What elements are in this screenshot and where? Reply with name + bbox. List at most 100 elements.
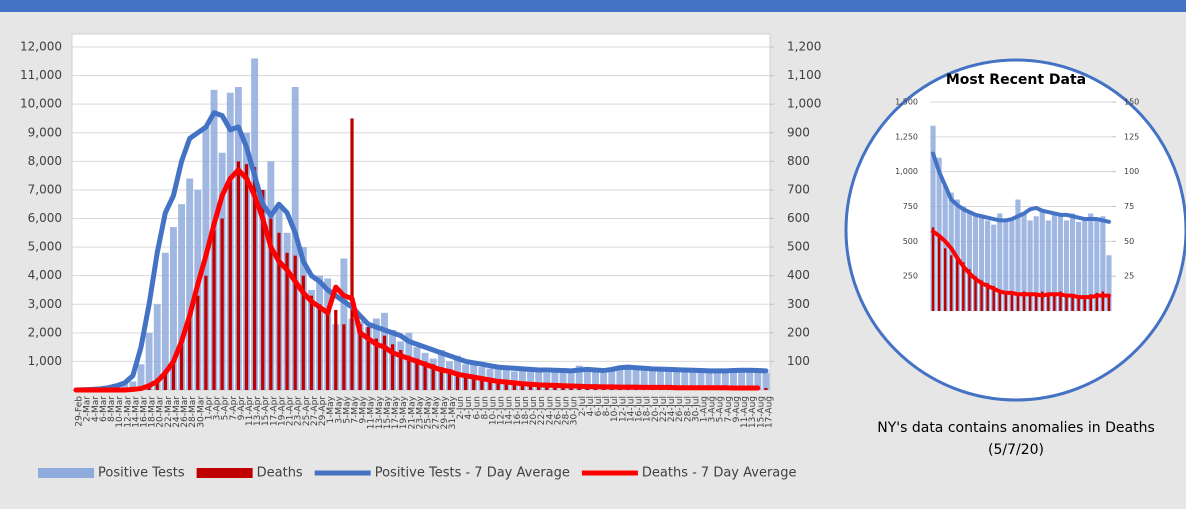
y-tick-label: 1,500: [895, 98, 918, 107]
bar: [504, 381, 508, 390]
bar: [415, 358, 419, 390]
x-tick-label: 3-Aug: [708, 396, 718, 422]
bar: [738, 371, 746, 390]
x-tick-label: 8-Mar: [107, 396, 117, 422]
x-tick-label: 6-Jun: [472, 396, 482, 420]
y-tick-label: 2,000: [28, 325, 62, 339]
x-tick-label: 24-Jul: [667, 396, 677, 422]
x-tick-label: 16-Jun: [513, 396, 523, 425]
bar: [1065, 294, 1068, 311]
x-tick-label: 26-Jul: [675, 396, 685, 422]
bar: [575, 365, 583, 390]
bar: [985, 220, 991, 311]
x-tick-label: 8-Jul: [602, 396, 612, 416]
x-tick-label: 7-May: [351, 395, 361, 423]
x-tick-label: 18-Jul: [643, 396, 653, 422]
y2-tick-label: 300: [787, 297, 810, 311]
bar: [559, 369, 567, 390]
bar: [137, 364, 145, 390]
bar: [1101, 291, 1105, 311]
x-tick-label: 20-Mar: [156, 396, 166, 428]
x-tick-label: 13-Aug: [748, 396, 758, 428]
x-tick-label: 25-Apr: [302, 396, 312, 426]
line: [931, 229, 1111, 300]
bar: [334, 309, 338, 390]
bar: [204, 275, 208, 390]
bar: [1027, 220, 1033, 311]
x-tick-label: 4-Jul: [586, 396, 596, 416]
y2-tick-label: 125: [1124, 132, 1139, 141]
bar: [407, 355, 411, 390]
bar: [592, 371, 599, 390]
x-tick-label: 30-Jun: [570, 396, 580, 425]
x-tick-label: 9-May: [359, 395, 369, 423]
bar: [764, 387, 768, 390]
x-tick-label: 4-Mar: [91, 396, 101, 422]
bar: [997, 213, 1003, 311]
bar: [962, 262, 965, 311]
x-tick-label: 17-Apr: [269, 396, 279, 426]
line: [931, 151, 1111, 224]
x-tick-label: 18-Jun: [521, 396, 531, 425]
x-tick-label: 23-May: [415, 395, 425, 429]
bar: [535, 369, 543, 390]
bar: [423, 361, 427, 390]
x-tick-label: 9-Apr: [237, 396, 247, 421]
legend-label: Deaths: [257, 466, 303, 481]
y-tick-label: 10,000: [20, 97, 62, 111]
line: [73, 167, 761, 393]
y2-tick-label: 100: [1124, 167, 1139, 176]
bar: [1100, 216, 1106, 311]
bar: [681, 369, 689, 390]
note: (5/7/20): [988, 442, 1044, 458]
bar: [1034, 294, 1038, 311]
y2-tick-label: 1,000: [787, 97, 821, 111]
bar: [147, 387, 151, 390]
bar: [527, 371, 535, 390]
bar: [1094, 220, 1100, 311]
x-tick-label: 21-Apr: [286, 396, 296, 426]
y-tick-label: 6,000: [28, 211, 62, 225]
x-tick-label: 29-May: [440, 395, 450, 429]
bar: [1057, 216, 1064, 311]
x-tick-label: 24-Mar: [172, 396, 182, 428]
bar: [1071, 295, 1074, 311]
bar: [930, 125, 936, 311]
x-tick-label: 28-Jun: [562, 396, 572, 425]
bar: [1004, 291, 1008, 311]
x-tick-label: 6-Jul: [594, 396, 604, 416]
x-tick-label: 11-Aug: [740, 396, 750, 428]
bar: [228, 181, 232, 390]
bar: [309, 295, 314, 390]
bar: [1015, 199, 1021, 311]
y2-tick-label: 700: [787, 182, 810, 196]
x-tick-label: 2-Jul: [578, 396, 588, 416]
bar: [980, 280, 983, 311]
legend-label: Positive Tests: [98, 466, 185, 481]
y-tick-label: 3,000: [28, 297, 62, 311]
x-tick-label: 5-May: [342, 395, 352, 423]
bar: [1022, 291, 1026, 311]
bar: [1010, 292, 1014, 311]
y2-tick-label: 150: [1124, 98, 1139, 107]
bar: [968, 269, 971, 311]
bar: [1053, 292, 1056, 311]
bar: [269, 218, 273, 390]
bar: [121, 382, 129, 390]
y-tick-label: 12,000: [20, 40, 62, 54]
x-tick-label: 29-Feb: [75, 396, 85, 427]
bar: [494, 367, 502, 390]
top-band: [0, 0, 1186, 12]
x-tick-label: 7-Aug: [724, 396, 734, 422]
bar: [1106, 255, 1112, 311]
bar: [196, 295, 200, 390]
x-tick-label: 11-Apr: [245, 396, 255, 426]
bar: [966, 210, 973, 311]
legend-swatch: [38, 468, 94, 478]
x-tick-label: 12-Mar: [123, 396, 133, 428]
bar: [624, 367, 632, 390]
bar: [1059, 291, 1062, 311]
y-tick-label: 500: [903, 237, 918, 246]
x-tick-label: 13-Apr: [253, 396, 263, 426]
x-tick-label: 20-Jun: [529, 396, 539, 425]
